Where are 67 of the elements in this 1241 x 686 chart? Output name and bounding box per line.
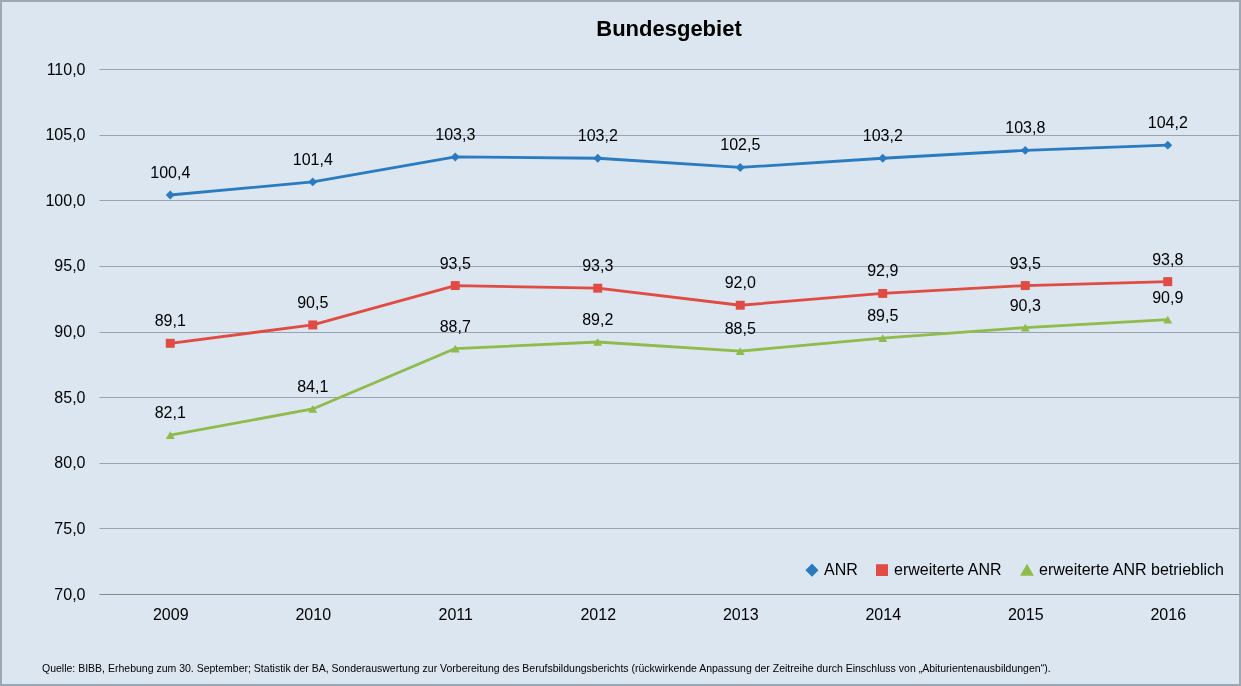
point: [1163, 140, 1173, 150]
data-label: 90,9: [1152, 288, 1184, 306]
y-tick-label: 105,0: [45, 126, 86, 144]
x-tick-label: 2009: [152, 605, 189, 623]
point: [1020, 145, 1030, 155]
point: [878, 334, 888, 342]
point: [735, 162, 745, 172]
x-tick-label: 2013: [722, 605, 759, 623]
point: [878, 288, 888, 298]
data-label: 101,4: [292, 150, 333, 168]
data-label: 90,5: [297, 293, 329, 311]
point: [735, 300, 745, 310]
data-label: 88,7: [439, 317, 471, 335]
legend-label: erweiterte ANR: [894, 561, 1002, 579]
legend-label: erweiterte ANR betrieblich: [1039, 561, 1224, 579]
data-label: 93,5: [1009, 254, 1041, 272]
point: [1020, 281, 1030, 291]
x-tick-label: 2010: [295, 605, 332, 623]
y-tick-label: 100,0: [45, 191, 86, 209]
point: [308, 320, 318, 330]
point: [165, 338, 175, 348]
point: [450, 152, 460, 162]
point: [308, 177, 318, 187]
data-label: 103,8: [1005, 119, 1046, 137]
data-label: 100,4: [150, 164, 191, 181]
x-tick-label: 2011: [438, 605, 474, 623]
source-note: Quelle: BIBB, Erhebung zum 30. September; Statistik der BA, Sonderauswertung zur Vorbereitung des Berufsbildungsberichts (rückwirkende Anpassung der Zeitreihe durch Einschluss von „Abiturientenausbildungen“).: [42, 662, 1051, 674]
data-label: 84,1: [297, 377, 329, 395]
data-label: 102,5: [720, 136, 761, 154]
data-label: 92,0: [724, 274, 756, 292]
point: [165, 431, 175, 440]
point: [593, 283, 603, 293]
data-label: 93,5: [439, 254, 471, 272]
chart-title: Bundesgebiet: [596, 16, 743, 41]
data-label: 90,3: [1009, 296, 1041, 314]
x-tick-label: 2015: [1007, 605, 1044, 623]
legend-label: ANR: [824, 561, 858, 579]
y-tick-label: 70,0: [54, 585, 86, 603]
data-label: 93,8: [1152, 250, 1184, 268]
data-label: 89,1: [154, 312, 186, 330]
data-label: 89,5: [867, 307, 899, 325]
point: [735, 347, 745, 356]
data-label: 82,1: [154, 404, 186, 422]
x-tick-label: 2012: [580, 605, 617, 623]
data-label: 92,9: [867, 262, 899, 280]
point: [450, 281, 460, 291]
y-tick-label: 85,0: [54, 388, 86, 406]
point: [878, 153, 888, 163]
y-tick-label: 75,0: [54, 519, 86, 537]
y-tick-label: 80,0: [54, 454, 86, 472]
point: [1163, 315, 1173, 324]
data-label: 89,2: [582, 311, 614, 328]
point: [593, 338, 603, 346]
point: [1163, 277, 1173, 287]
y-tick-label: 95,0: [54, 257, 86, 275]
point: [165, 190, 175, 200]
data-label: 103,2: [577, 127, 618, 145]
y-tick-label: 90,0: [54, 323, 86, 340]
x-tick-label: 2016: [1150, 605, 1187, 623]
data-label: 103,3: [435, 125, 476, 143]
data-label: 93,3: [582, 257, 614, 275]
data-label: 104,2: [1147, 114, 1188, 132]
x-tick-label: 2014: [865, 605, 902, 623]
data-label: 103,2: [862, 127, 903, 145]
data-label: 88,5: [724, 320, 756, 338]
y-tick-label: 110,0: [46, 60, 86, 78]
point: [308, 405, 318, 413]
